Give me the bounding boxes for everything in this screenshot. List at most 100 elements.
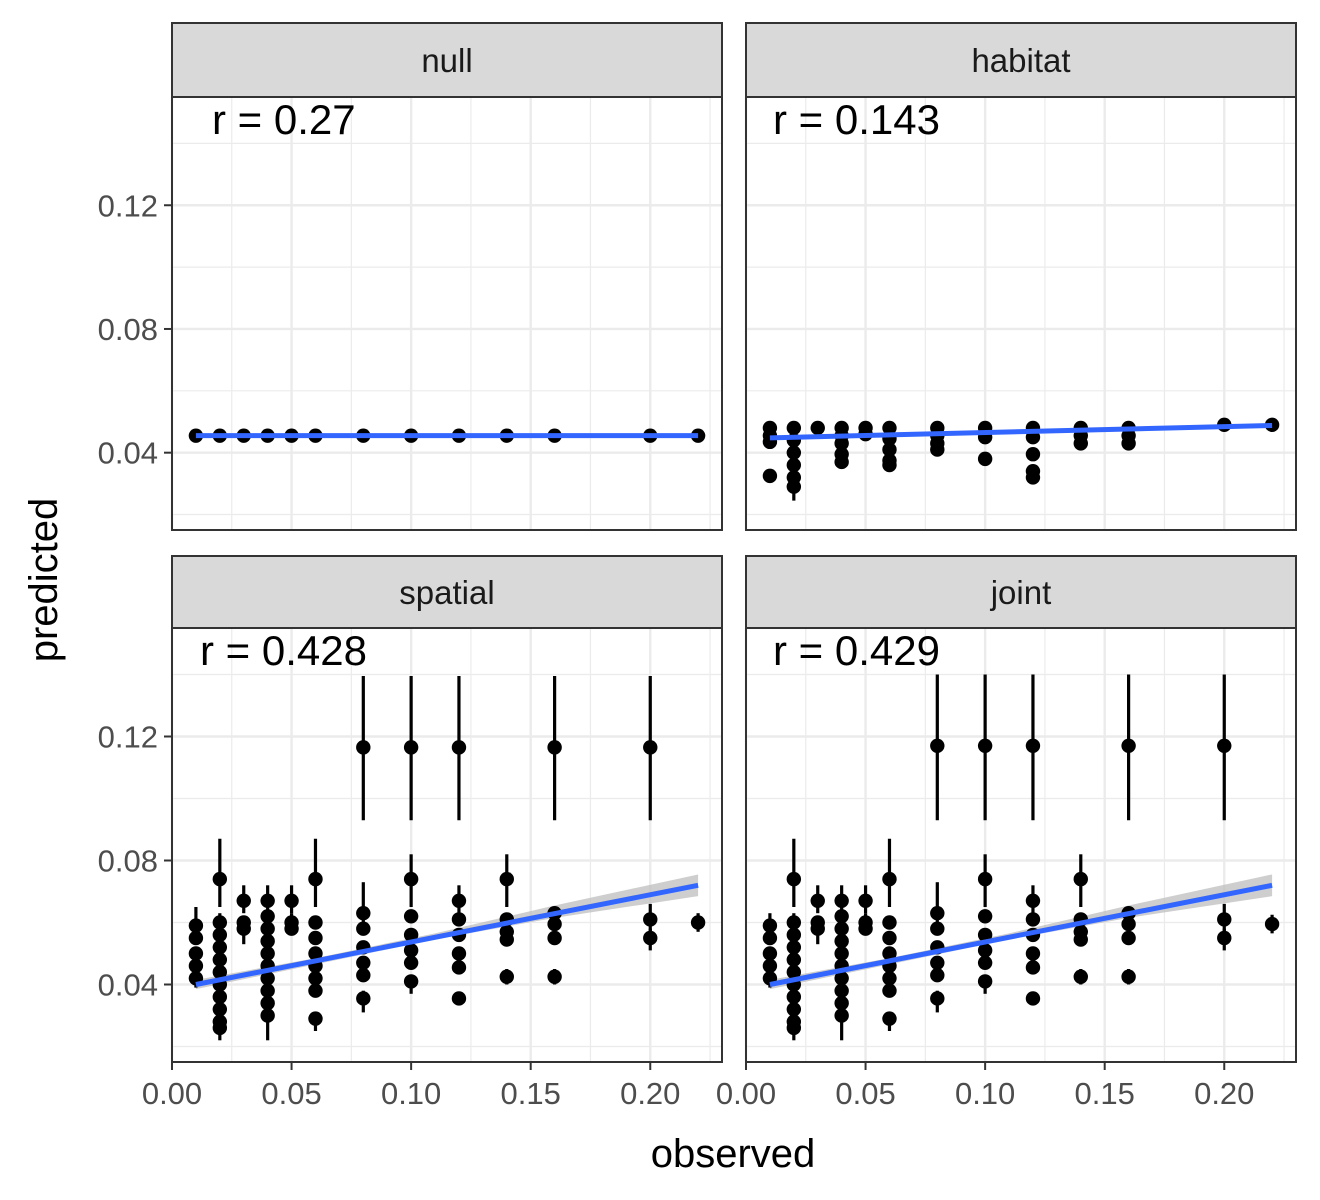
data-point <box>1073 932 1088 947</box>
data-point <box>977 943 993 958</box>
data-point <box>451 991 467 1006</box>
panel-background <box>172 97 722 530</box>
data-point <box>403 927 419 943</box>
data-point <box>930 906 945 921</box>
data-point <box>260 983 275 998</box>
data-point <box>930 921 945 936</box>
panel-habitat: habitat r = 0.143 <box>744 22 1297 531</box>
data-point <box>356 740 371 755</box>
strip-label: spatial <box>399 574 494 611</box>
data-point <box>786 1002 802 1017</box>
x-tick-label: 0.00 <box>716 1076 776 1111</box>
data-point <box>260 909 275 924</box>
panel-spatial: spatial r = 0.428 0.04 0.08 0.12 0.00 0.05 0.10… <box>98 555 723 1111</box>
data-point <box>1217 738 1232 753</box>
panel-null: null r = 0.27 0.04 0.08 0.12 <box>98 22 723 531</box>
data-point <box>547 916 562 932</box>
data-point <box>1264 916 1280 932</box>
data-point <box>1217 930 1232 946</box>
data-point <box>786 445 802 460</box>
data-point <box>451 912 467 927</box>
data-point <box>882 1011 897 1026</box>
correlation-label: r = 0.429 <box>773 627 940 674</box>
panel-background <box>746 97 1296 530</box>
x-axis-title: observed <box>651 1132 816 1176</box>
y-tick-label: 0.08 <box>98 844 158 879</box>
data-point <box>1121 930 1136 946</box>
data-point <box>284 893 299 908</box>
data-point <box>308 971 323 986</box>
data-point <box>1264 417 1280 433</box>
data-point <box>882 915 897 930</box>
data-point <box>762 946 778 961</box>
data-point <box>212 964 228 980</box>
data-point <box>882 457 897 473</box>
data-point <box>236 921 251 936</box>
data-point <box>547 969 562 984</box>
data-point <box>1025 447 1041 462</box>
data-point <box>212 927 228 943</box>
x-tick-label: 0.15 <box>501 1076 561 1111</box>
strip-label: joint <box>990 574 1052 611</box>
data-point <box>212 989 228 1005</box>
data-point <box>499 932 514 947</box>
data-point <box>260 933 275 949</box>
data-point <box>786 940 802 955</box>
correlation-label: r = 0.428 <box>200 627 367 674</box>
data-point <box>858 893 873 908</box>
data-point <box>690 915 706 930</box>
x-tick-label: 0.05 <box>835 1076 895 1111</box>
data-point <box>236 893 251 908</box>
data-point <box>643 740 658 755</box>
data-point <box>882 983 897 998</box>
data-point <box>1073 436 1088 451</box>
fit-line <box>769 422 1273 441</box>
panel-background <box>746 628 1296 1062</box>
data-point <box>1217 912 1232 927</box>
data-point <box>810 893 825 908</box>
data-point <box>762 468 778 484</box>
data-point <box>260 995 275 1011</box>
data-point <box>834 971 849 986</box>
data-point <box>786 915 802 930</box>
data-point <box>451 960 467 975</box>
data-point <box>1025 738 1041 753</box>
data-point <box>308 1011 323 1026</box>
data-point <box>786 1020 802 1036</box>
strip-background <box>171 22 723 98</box>
y-tick-label: 0.12 <box>98 720 158 755</box>
data-point <box>810 921 825 936</box>
data-point <box>930 738 945 753</box>
data-point <box>403 871 419 887</box>
data-point <box>834 921 849 936</box>
data-point <box>643 912 658 927</box>
data-point <box>212 1002 228 1017</box>
data-point <box>403 740 419 755</box>
data-point <box>1121 738 1136 753</box>
data-point <box>1073 969 1088 984</box>
data-point <box>403 974 419 989</box>
data-point <box>786 871 802 887</box>
data-point <box>212 940 228 955</box>
data-point <box>643 930 658 946</box>
data-point <box>882 871 897 887</box>
x-tick-label: 0.20 <box>1194 1076 1254 1111</box>
data-point <box>882 420 897 436</box>
fit-line <box>769 882 1273 987</box>
strip-background <box>745 555 1297 629</box>
data-point <box>356 906 371 921</box>
data-point <box>547 930 562 946</box>
data-point <box>260 921 275 936</box>
data-point <box>212 1020 228 1036</box>
data-point <box>260 893 275 908</box>
y-tick-label: 0.12 <box>98 188 158 223</box>
fit-line <box>195 882 699 987</box>
data-point <box>308 983 323 998</box>
x-tick-label: 0.05 <box>261 1076 321 1111</box>
data-point <box>1073 871 1088 887</box>
data-point <box>786 927 802 943</box>
data-point <box>786 989 802 1005</box>
data-point <box>882 971 897 986</box>
data-point <box>977 871 993 887</box>
